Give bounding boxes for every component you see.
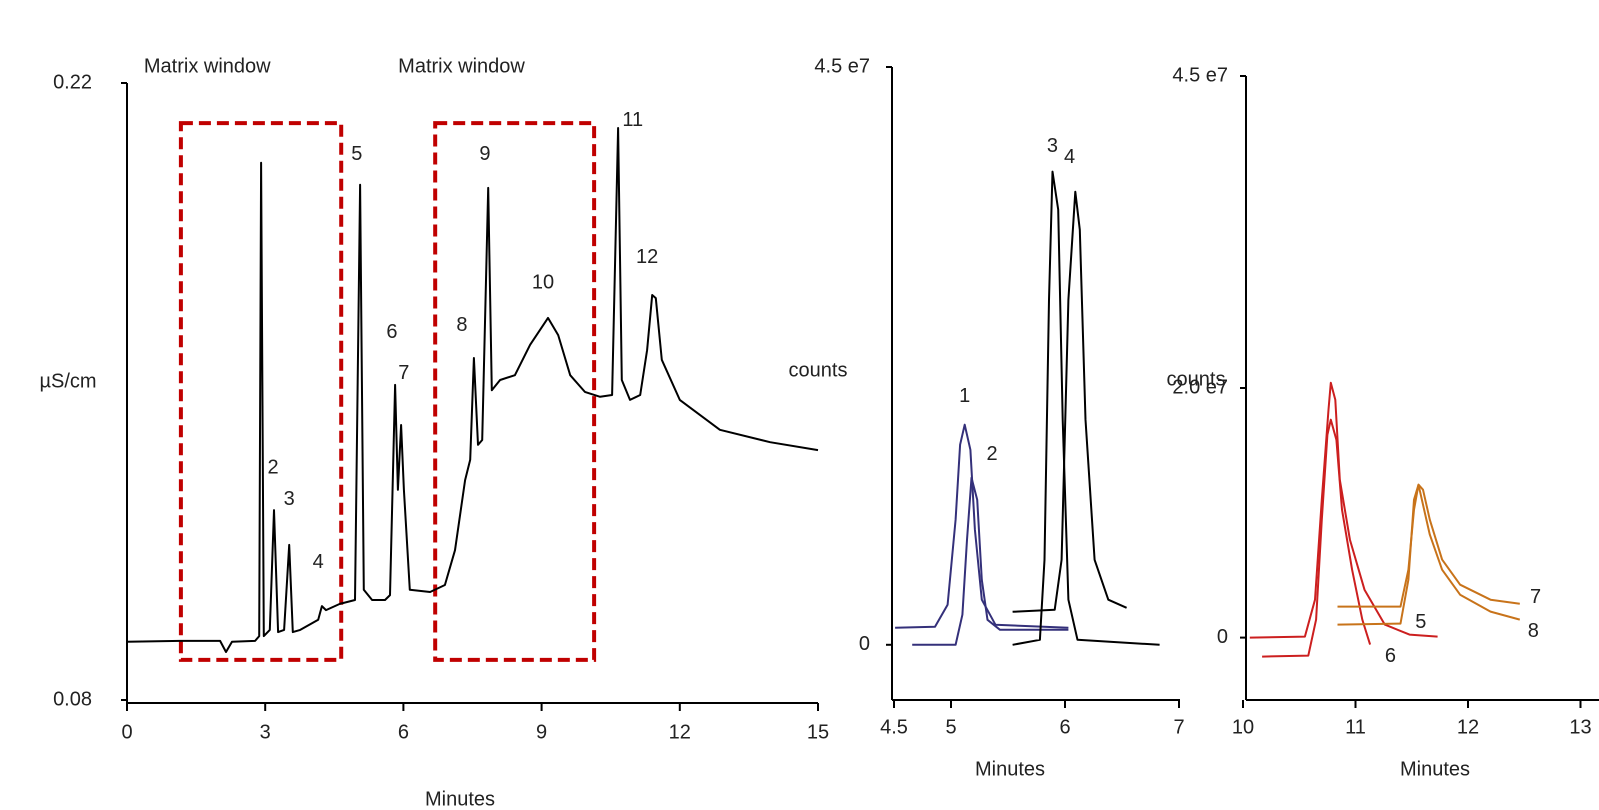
trace bbox=[1012, 190, 1128, 613]
x-tick-label: 0 bbox=[121, 721, 132, 743]
x-axis-label: Minutes bbox=[1400, 758, 1470, 780]
matrix-window bbox=[433, 121, 597, 662]
matrix-window bbox=[178, 121, 344, 662]
x-tick-label: 7 bbox=[1173, 716, 1184, 738]
x-tick-label: 5 bbox=[945, 716, 956, 738]
peak-label: 3 bbox=[284, 488, 295, 510]
peak-label: 7 bbox=[398, 362, 409, 384]
x-tick-label: 12 bbox=[1457, 716, 1479, 738]
y-tick-label: 0 bbox=[1217, 626, 1228, 648]
peak-label: 3 bbox=[1047, 135, 1058, 157]
x-tick-label: 6 bbox=[398, 721, 409, 743]
peak-label: 5 bbox=[1415, 611, 1426, 633]
peak-label: 8 bbox=[1528, 620, 1539, 642]
trace bbox=[1249, 381, 1438, 639]
x-tick-label: 12 bbox=[669, 721, 691, 743]
window-label: Matrix window bbox=[398, 55, 525, 77]
trace bbox=[1337, 483, 1520, 608]
x-tick-label: 10 bbox=[1232, 716, 1254, 738]
x-axis-label: Minutes bbox=[975, 758, 1045, 780]
trace bbox=[126, 127, 819, 653]
peak-label: 8 bbox=[456, 314, 467, 336]
x-tick-label: 3 bbox=[260, 721, 271, 743]
y-tick-label: 4.5 e7 bbox=[814, 55, 870, 77]
y-tick-label: 0.22 bbox=[53, 71, 92, 93]
trace bbox=[1012, 170, 1160, 646]
trace bbox=[912, 476, 1069, 646]
peak-label: 10 bbox=[532, 271, 554, 293]
trace bbox=[1337, 483, 1521, 626]
peak-label: 9 bbox=[479, 143, 490, 165]
y-axis-label: counts bbox=[789, 359, 848, 381]
x-tick-label: 6 bbox=[1059, 716, 1070, 738]
peak-label: 6 bbox=[1385, 645, 1396, 667]
peak-label: 11 bbox=[622, 109, 643, 131]
peak-label: 4 bbox=[313, 551, 324, 573]
x-tick-label: 13 bbox=[1569, 716, 1591, 738]
peak-label: 5 bbox=[351, 143, 362, 165]
peak-label: 4 bbox=[1064, 146, 1075, 168]
x-tick-label: 11 bbox=[1345, 716, 1366, 738]
window-label: Matrix window bbox=[144, 55, 271, 77]
peak-label: 6 bbox=[386, 321, 397, 343]
y-tick-label: 0.08 bbox=[53, 688, 92, 710]
y-tick-label: 0 bbox=[859, 633, 870, 655]
x-axis-label: Minutes bbox=[425, 788, 495, 810]
peak-label: 1 bbox=[959, 385, 970, 407]
y-tick-label: 4.5 e7 bbox=[1172, 64, 1228, 86]
y-axis-label: µS/cm bbox=[39, 370, 96, 392]
peak-label: 12 bbox=[636, 246, 658, 268]
x-tick-label: 9 bbox=[536, 721, 547, 743]
peak-label: 2 bbox=[267, 456, 278, 478]
x-tick-label: 15 bbox=[807, 721, 829, 743]
y-axis-label: counts bbox=[1167, 368, 1226, 390]
y-tick-label: 2.0 e7 bbox=[1172, 376, 1228, 398]
x-tick-label: 4.5 bbox=[880, 716, 908, 738]
peak-label: 7 bbox=[1530, 586, 1541, 608]
peak-label: 2 bbox=[986, 443, 997, 465]
trace bbox=[1262, 418, 1372, 658]
